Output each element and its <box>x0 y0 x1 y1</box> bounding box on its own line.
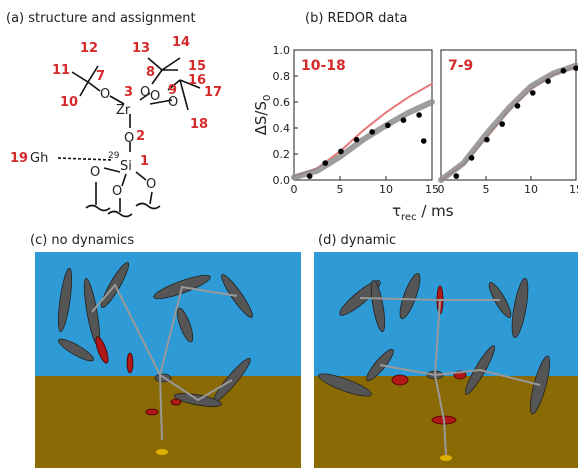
x-tick-label: 15 <box>569 183 578 196</box>
atom-number: 2 <box>136 129 145 144</box>
y-tick-label: 0.2 <box>273 148 291 161</box>
panel-b-title: (b) REDOR data <box>305 11 407 26</box>
data-point <box>416 112 422 118</box>
data-point <box>354 137 360 143</box>
oxygen: O <box>150 89 160 104</box>
x-tick-label: 0 <box>438 183 445 196</box>
render-d <box>314 252 578 468</box>
data-point <box>454 173 460 179</box>
atom-number: 14 <box>172 35 190 50</box>
render-c <box>35 252 301 468</box>
x-axis-label-sub: rec <box>401 212 417 223</box>
y-tick-label: 1.0 <box>273 44 291 57</box>
data-point <box>469 155 475 161</box>
fit-curve <box>294 102 432 177</box>
x-tick-label: 10 <box>379 183 393 196</box>
x-tick-label: 10 <box>524 183 538 196</box>
data-point <box>369 129 375 135</box>
x-axis-label: τrec / ms <box>392 202 454 223</box>
data-point <box>515 103 521 109</box>
atom-number: 17 <box>204 85 222 100</box>
data-point <box>545 78 551 84</box>
gh-label: Gh <box>30 151 48 166</box>
atom-number: 11 <box>52 63 70 78</box>
atom-number: 18 <box>190 117 208 132</box>
data-point <box>484 137 490 143</box>
data-point <box>530 90 536 96</box>
atom-number: 8 <box>146 65 155 80</box>
si-isotope: 29 <box>108 151 120 161</box>
atom-number: 19 <box>10 151 28 166</box>
atom-number: 10 <box>60 95 78 110</box>
y-tick-label: 0.4 <box>273 122 291 135</box>
oxygen: O <box>146 177 156 192</box>
atom-number: 7 <box>96 69 105 84</box>
si-label: Si <box>120 159 132 174</box>
plot-title: 7-9 <box>448 58 473 74</box>
atom-number: 3 <box>124 85 133 100</box>
oxygen: O <box>112 184 122 199</box>
y-tick-label: 0.6 <box>273 96 291 109</box>
data-point <box>307 173 313 179</box>
y-axis-label-main: ΔS/S <box>252 101 270 135</box>
y-axis-label: ΔS/S0 <box>252 95 273 136</box>
fit-curve <box>294 84 432 176</box>
oxygen: O <box>140 85 150 100</box>
plot-title: 10-18 <box>301 58 346 74</box>
atom-number: 13 <box>132 41 150 56</box>
oxygen: O <box>168 95 178 110</box>
panel-c-title: (c) no dynamics <box>30 233 134 248</box>
zr-label: Zr <box>116 103 131 118</box>
x-tick-label: 5 <box>483 183 490 196</box>
atom-number: 1 <box>140 154 149 169</box>
y-axis-label-sub: 0 <box>262 95 273 101</box>
panel-d-title: (d) dynamic <box>318 233 396 248</box>
data-point <box>385 123 391 129</box>
figure: (a) structure and assignment 12117101314… <box>0 0 578 470</box>
x-tick-label: 5 <box>337 183 344 196</box>
data-point <box>561 68 567 74</box>
y-tick-label: 0.8 <box>273 70 291 83</box>
oxygen: O <box>90 165 100 180</box>
atom-number: 12 <box>80 41 98 56</box>
data-point <box>499 121 505 127</box>
data-point <box>322 160 328 166</box>
oxygen: O <box>100 87 110 102</box>
fit-curve <box>441 66 576 180</box>
data-point <box>338 149 344 155</box>
x-axis-label-unit: / ms <box>417 202 454 220</box>
panel-a-title: (a) structure and assignment <box>6 11 196 26</box>
oxygen: O <box>124 131 134 146</box>
data-point <box>401 117 407 123</box>
x-tick-label: 0 <box>291 183 298 196</box>
data-point <box>421 138 427 144</box>
x-axis-label-main: τ <box>392 202 401 220</box>
atom-number: 15 <box>188 59 206 74</box>
y-tick-label: 0.0 <box>273 174 291 187</box>
